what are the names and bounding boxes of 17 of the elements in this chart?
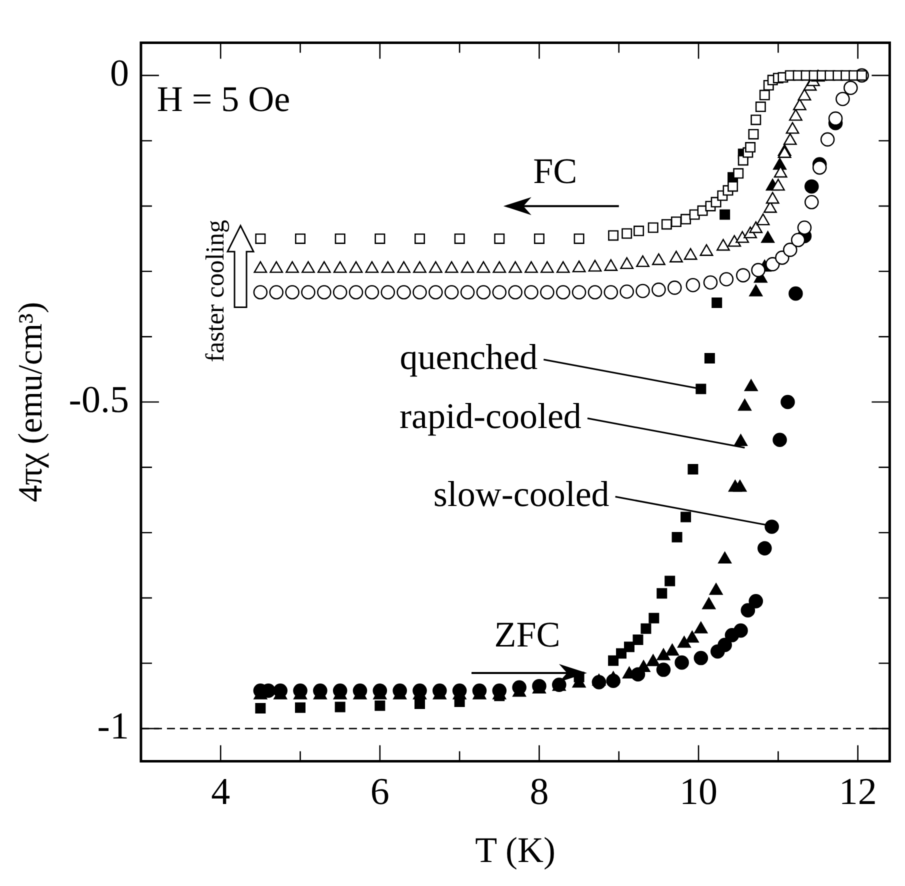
x-tick-label: 10 [680,770,718,813]
y-tick-label: -0.5 [68,378,129,421]
y-axis-title: 4πχ (emu/cm³) [12,302,50,502]
x-tick-label: 8 [530,770,549,813]
annotation: FC [533,150,578,191]
annotation: rapid-cooled [400,396,582,436]
y-tick-label: 0 [110,52,129,94]
annotation: H = 5 Oe [156,79,290,120]
annotation: quenched [400,337,538,377]
x-tick-label: 4 [211,770,230,813]
annotation: slow-cooled [433,474,610,514]
x-tick-label: 12 [838,770,877,813]
annotation: faster cooling [200,220,230,362]
x-axis-title: T (K) [475,830,556,870]
x-tick-label: 6 [370,770,390,813]
y-tick-label: -1 [97,706,129,748]
annotation: ZFC [494,614,560,655]
